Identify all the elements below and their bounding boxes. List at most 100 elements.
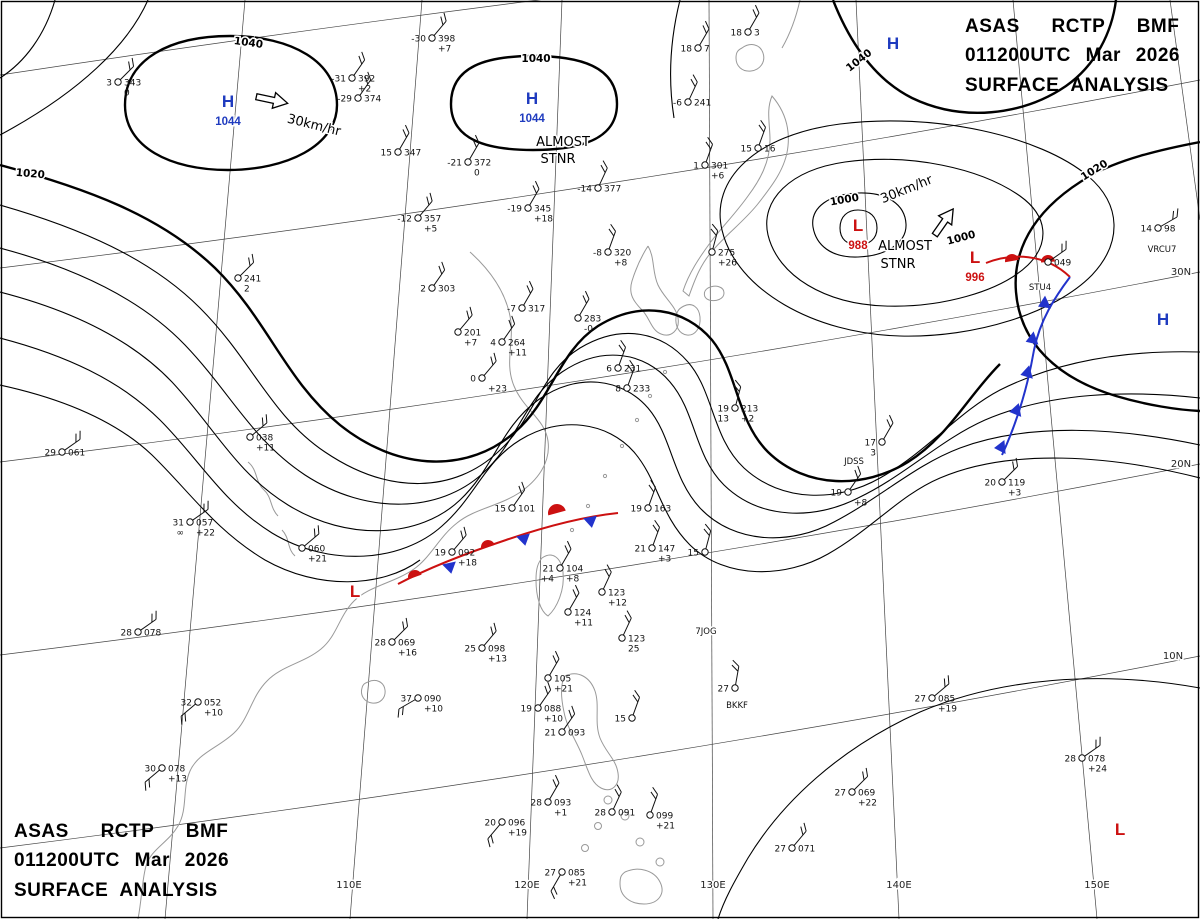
svg-text:057: 057	[196, 519, 213, 529]
wind-barb-icon	[853, 767, 869, 791]
station-plot: 20 119+3	[985, 457, 1025, 499]
svg-text:+7: +7	[438, 45, 451, 55]
svg-text:L: L	[350, 582, 360, 601]
station-plot: 6 231	[606, 339, 641, 375]
wind-barb-icon	[849, 465, 862, 490]
svg-text:320: 320	[614, 249, 631, 259]
station-circle-icon	[298, 544, 306, 552]
isobar-thin-4	[0, 337, 1200, 573]
svg-text:15: 15	[688, 549, 699, 559]
coastline-shikoku	[703, 285, 725, 302]
station-circle-icon	[594, 184, 602, 192]
station-plot: 28 069+16	[375, 617, 417, 659]
svg-text:078: 078	[168, 765, 185, 775]
svg-text:147: 147	[658, 545, 675, 555]
station-circle-icon	[614, 364, 622, 372]
svg-text:-21: -21	[447, 159, 462, 169]
station-plot: 15 16	[741, 119, 776, 155]
svg-text:-19: -19	[507, 205, 522, 215]
wind-barb-icon	[523, 280, 534, 306]
svg-text:16: 16	[764, 145, 776, 155]
svg-text:3: 3	[754, 29, 760, 39]
svg-text:∞: ∞	[177, 529, 185, 539]
wind-barb-icon	[399, 124, 410, 150]
wind-barb-icon	[303, 525, 320, 547]
station-circle-icon	[414, 694, 422, 702]
wind-barb-icon	[933, 675, 950, 697]
graticule-lat-40n	[0, 79, 1200, 269]
svg-text:060: 060	[308, 545, 325, 555]
wind-barb-icon	[119, 57, 135, 81]
station-circle-icon	[558, 728, 566, 736]
station-plot: 15 101	[495, 481, 535, 515]
station-plot: 060+21	[298, 525, 327, 565]
svg-text:3: 3	[870, 449, 876, 459]
svg-text:6: 6	[606, 365, 612, 375]
station-circle-icon	[246, 433, 254, 441]
cold-front-east	[1001, 276, 1071, 456]
station-circle-icon	[628, 714, 636, 722]
cold-front-symbol	[442, 561, 456, 574]
wind-barb-icon	[1050, 240, 1067, 261]
svg-text:372: 372	[474, 159, 491, 169]
svg-text:H: H	[222, 92, 234, 111]
station-plot: 28 078	[121, 610, 161, 639]
wind-barb-icon	[688, 74, 698, 100]
wind-barb-icon	[622, 610, 632, 636]
wind-barb-icon	[731, 659, 740, 686]
station-plot: 19 213+2 13	[718, 379, 758, 425]
isobar-corner-2	[0, 0, 149, 136]
wind-barb-icon	[192, 500, 209, 521]
svg-text:+16: +16	[398, 649, 417, 659]
station-plot: 27	[718, 659, 740, 695]
isobar-1040-west-closed	[123, 34, 339, 172]
station-plot: 2 303	[420, 261, 455, 295]
high-pressure-center: H 1044	[518, 88, 547, 127]
svg-text:+21: +21	[568, 879, 587, 889]
svg-text:+2: +2	[741, 415, 754, 425]
svg-text:7: 7	[704, 45, 710, 55]
coastline-kyushu	[675, 304, 701, 336]
station-plot: 1 301+6	[693, 136, 728, 182]
station-plot: 30 078+13	[145, 764, 187, 791]
isobar-1040-east-closed	[449, 54, 619, 152]
isobar-1020-east	[1014, 140, 1200, 413]
station-circle-icon	[498, 338, 506, 346]
station-circle-icon	[544, 798, 552, 806]
svg-text:28: 28	[595, 809, 607, 819]
station-circle-icon	[844, 488, 852, 496]
wind-barb-icon	[608, 223, 616, 250]
isobar-low-inner-4	[719, 120, 1115, 337]
svg-text:+26: +26	[718, 259, 737, 269]
station-circle-icon	[354, 94, 362, 102]
svg-text:093: 093	[568, 729, 585, 739]
svg-text:+5: +5	[424, 225, 437, 235]
station-plot: -30 398+7	[411, 12, 455, 55]
svg-text:345: 345	[534, 205, 551, 215]
isobar-col-north	[670, 0, 681, 119]
station-circle-icon	[564, 608, 572, 616]
station-circle-icon	[731, 404, 739, 412]
wind-barb-icon	[64, 430, 81, 451]
svg-text:069: 069	[398, 639, 415, 649]
svg-text:L: L	[1115, 820, 1125, 839]
svg-text:+12: +12	[608, 599, 627, 609]
annotation-label: STNR	[881, 257, 916, 272]
coastline-korea	[630, 245, 679, 336]
station-circle-icon	[348, 74, 356, 82]
svg-text:988: 988	[848, 240, 868, 252]
svg-text:283: 283	[584, 315, 601, 325]
wind-barb-icon	[503, 315, 516, 340]
station-circle-icon	[234, 274, 242, 282]
svg-text:1044: 1044	[215, 116, 241, 128]
svg-text:15: 15	[615, 715, 626, 725]
svg-text:+18: +18	[534, 215, 553, 225]
svg-text:+23: +23	[488, 385, 507, 395]
svg-text:13: 13	[718, 415, 729, 425]
wind-barb-icon	[618, 339, 626, 366]
longitude-label: 150E	[1084, 880, 1109, 891]
coastline-sakhalin	[781, 0, 801, 49]
station-circle-icon	[574, 314, 582, 322]
station-plot: 18 7	[681, 20, 710, 55]
